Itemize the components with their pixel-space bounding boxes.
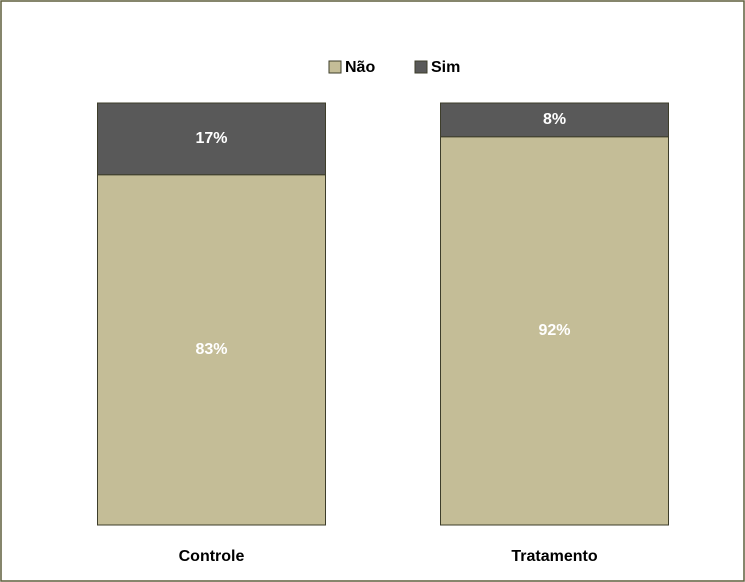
bar-segment <box>97 174 326 526</box>
x-tick-label: Tratamento <box>511 548 597 565</box>
x-tick-label: Controle <box>179 548 245 565</box>
data-label: 8% <box>543 111 566 128</box>
bar-segment <box>440 136 669 526</box>
data-label: 83% <box>195 341 227 358</box>
data-label: 92% <box>538 322 570 339</box>
legend-label: Sim <box>431 59 460 76</box>
legend-swatch <box>414 60 428 74</box>
legend-label: Não <box>345 59 375 76</box>
data-label: 17% <box>195 130 227 147</box>
legend-swatch <box>328 60 342 74</box>
bar-segment <box>440 102 669 138</box>
bar-segment <box>97 102 326 176</box>
